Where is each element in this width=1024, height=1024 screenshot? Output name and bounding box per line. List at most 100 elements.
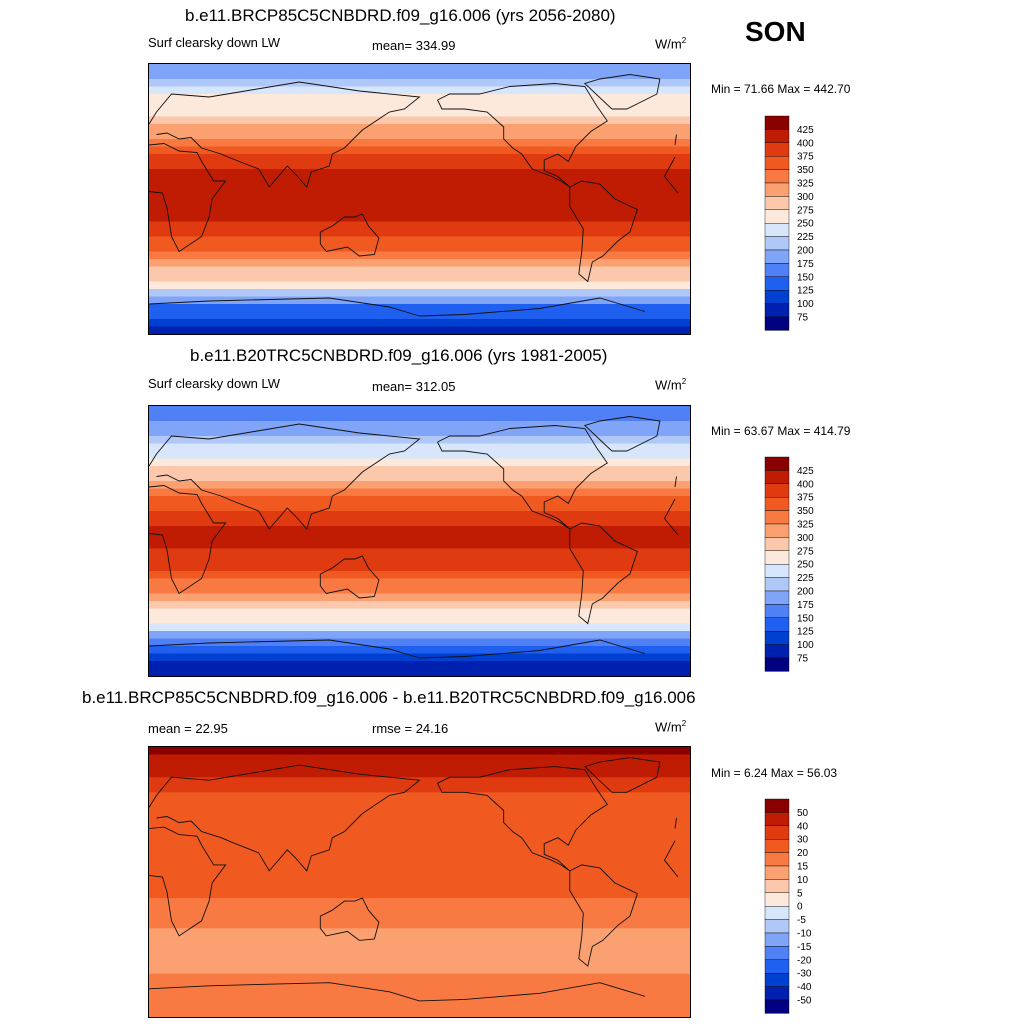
- coastline: [319, 897, 380, 941]
- coastline: [437, 766, 608, 872]
- panel2-map: [148, 405, 691, 677]
- map-band: [149, 966, 690, 975]
- colorbar-box: [764, 825, 790, 840]
- colorbar-box: [764, 657, 790, 672]
- map-band: [149, 996, 690, 1005]
- colorbar-box: [764, 879, 790, 894]
- colorbar-label: 175: [797, 259, 814, 270]
- colorbar-box: [764, 156, 790, 170]
- map-band: [149, 259, 690, 268]
- panel1-colorbar: 425 400 375 350 325 300 275 250 225 200 175 150 125 1…: [764, 115, 835, 331]
- map-band: [149, 646, 690, 655]
- map-band: [149, 274, 690, 283]
- map-band: [149, 668, 690, 676]
- colorbar-label: 275: [797, 205, 814, 216]
- coastline: [569, 522, 638, 625]
- map-band: [149, 236, 690, 245]
- map-band: [149, 289, 690, 298]
- colorbar-box: [764, 470, 790, 484]
- colorbar-box: [764, 839, 790, 853]
- map-band: [149, 79, 690, 88]
- colorbar-label: 250: [797, 219, 814, 230]
- colorbar-label: 375: [797, 493, 814, 504]
- map-band: [149, 928, 690, 937]
- panel3-units: W/m2: [655, 719, 687, 735]
- colorbar-box: [764, 617, 790, 632]
- colorbar-label: 200: [797, 587, 814, 598]
- map-band: [149, 244, 690, 253]
- colorbar-box: [764, 263, 790, 277]
- map-band: [149, 875, 690, 884]
- colorbar-box: [764, 510, 790, 525]
- colorbar-box: [764, 523, 790, 538]
- colorbar-label: 75: [797, 313, 809, 324]
- map-band: [149, 754, 690, 763]
- map-band: [149, 428, 690, 437]
- colorbar-label: -10: [797, 929, 812, 940]
- panel2-units: W/m2: [655, 377, 687, 393]
- map-band: [149, 131, 690, 140]
- map-band: [149, 199, 690, 208]
- colorbar-box: [764, 852, 790, 867]
- map-band: [149, 251, 690, 260]
- coastline: [319, 555, 380, 599]
- colorbar-box: [764, 209, 790, 224]
- panel3-mean: mean = 22.95: [148, 721, 228, 736]
- map-band: [149, 488, 690, 497]
- map-band: [149, 466, 690, 475]
- map-band: [149, 905, 690, 914]
- colorbar-box: [764, 630, 790, 645]
- map-band: [149, 124, 690, 133]
- season-label: SON: [745, 16, 806, 47]
- panel2-mean: mean= 312.05: [372, 379, 456, 394]
- colorbar-box: [764, 196, 790, 211]
- map-band: [149, 94, 690, 103]
- map-band: [149, 958, 690, 967]
- panel2-colorbar: 425 400 375 350 325 300 275 250 225 200 175 150 125 1…: [764, 456, 835, 672]
- colorbar-label: 175: [797, 600, 814, 611]
- colorbar-box: [764, 892, 790, 907]
- colorbar-label: 200: [797, 246, 814, 257]
- map-band: [149, 935, 690, 945]
- panel2-minmax: Min = 63.67 Max = 414.79: [711, 424, 851, 438]
- panel3-minmax: Min = 6.24 Max = 56.03: [711, 766, 838, 780]
- map-band: [149, 943, 690, 952]
- colorbar-label: -50: [797, 996, 812, 1007]
- colorbar-label: 225: [797, 573, 814, 584]
- colorbar-box: [764, 497, 790, 511]
- colorbar-label: 10: [797, 875, 809, 886]
- map-band: [149, 451, 690, 460]
- colorbar-label: -15: [797, 942, 812, 953]
- colorbar-box: [764, 919, 790, 934]
- map-band: [149, 631, 690, 640]
- colorbar-label: -30: [797, 969, 812, 980]
- map-band: [149, 1011, 690, 1017]
- map-band: [149, 845, 690, 854]
- map-band: [149, 951, 690, 960]
- colorbar-label: 150: [797, 272, 814, 283]
- map-band: [149, 822, 690, 831]
- map-band: [149, 867, 690, 877]
- colorbar-box: [764, 142, 790, 157]
- coastline: [149, 143, 679, 253]
- map-band: [149, 191, 690, 200]
- colorbar-box: [764, 129, 790, 143]
- panel1-variable: Surf clearsky down LW: [148, 35, 280, 50]
- colorbar-label: 325: [797, 179, 814, 190]
- map-band: [149, 109, 690, 118]
- map-band: [149, 436, 690, 445]
- colorbar-label: 400: [797, 479, 814, 490]
- colorbar-label: 300: [797, 192, 814, 203]
- coastline: [569, 864, 638, 967]
- map-band: [149, 184, 690, 193]
- colorbar-box: [764, 986, 790, 1001]
- map-band: [149, 830, 690, 839]
- map-band: [149, 221, 690, 230]
- map-band: [149, 784, 690, 793]
- panel1-units: W/m2: [655, 36, 687, 52]
- colorbar-box: [764, 946, 790, 960]
- colorbar-box: [764, 563, 790, 578]
- colorbar-label: 125: [797, 627, 814, 638]
- colorbar-label: 275: [797, 546, 814, 557]
- map-band: [149, 1003, 690, 1013]
